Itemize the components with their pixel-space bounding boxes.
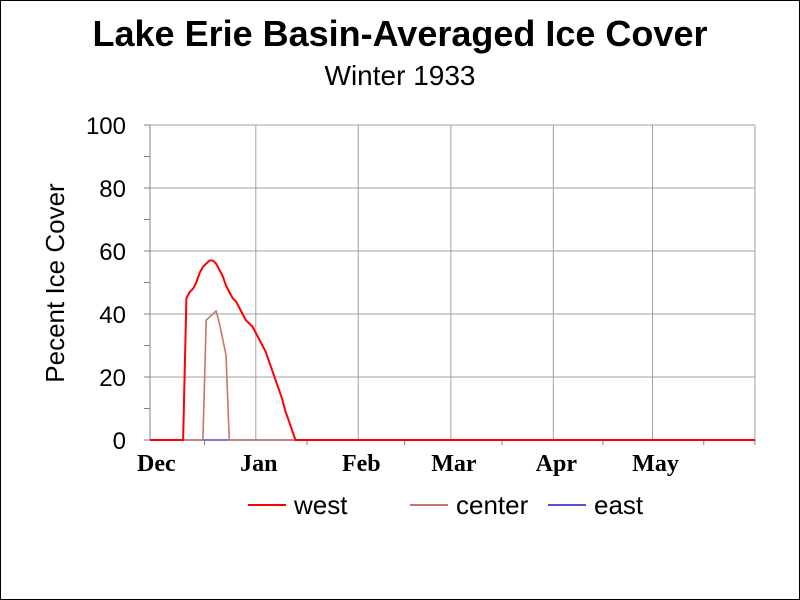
y-tick-label: 100 xyxy=(86,113,126,140)
x-tick-label: Dec xyxy=(137,451,176,477)
gridlines xyxy=(150,124,756,440)
legend-label-center: center xyxy=(456,490,529,520)
x-tick-labels: Dec Jan Feb Mar Apr May xyxy=(137,451,679,477)
series-line-center xyxy=(150,310,755,441)
legend-label-west: west xyxy=(293,490,348,520)
y-tick-label: 20 xyxy=(99,365,126,392)
x-tick-label: Mar xyxy=(431,451,477,477)
x-tick-label: Feb xyxy=(342,451,381,477)
y-tick-label: 0 xyxy=(113,428,126,455)
y-tick-label: 40 xyxy=(99,302,126,329)
y-tick-label: 80 xyxy=(99,176,126,203)
legend: west center east xyxy=(248,490,644,520)
chart-title: Lake Erie Basin-Averaged Ice Cover xyxy=(92,13,708,54)
series-lines xyxy=(150,259,755,441)
y-axis-label: Pecent Ice Cover xyxy=(40,183,70,383)
x-tick-label: Apr xyxy=(536,451,578,477)
x-tick-label: Jan xyxy=(240,451,277,477)
y-tick-labels: 0 20 40 60 80 100 xyxy=(86,113,126,455)
y-tick-label: 60 xyxy=(99,239,126,266)
axes xyxy=(144,124,756,445)
series-line-west xyxy=(150,259,755,441)
legend-label-east: east xyxy=(594,490,644,520)
x-tick-label: May xyxy=(632,451,679,477)
chart-subtitle: Winter 1933 xyxy=(324,60,476,91)
